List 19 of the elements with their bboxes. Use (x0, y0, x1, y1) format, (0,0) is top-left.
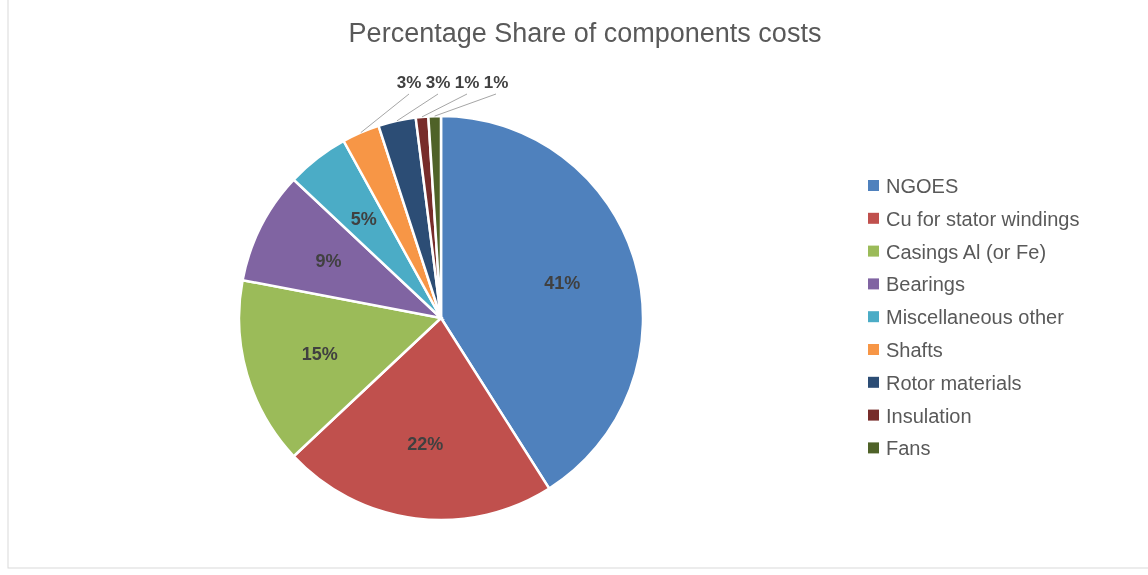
legend-label: NGOES (886, 175, 959, 197)
legend-label: Rotor materials (886, 371, 1022, 394)
legend-label: Fans (886, 437, 931, 460)
data-label: 5% (350, 208, 377, 229)
legend-label: Casings Al (or Fe) (886, 240, 1047, 263)
data-label: 22% (407, 433, 444, 454)
chart-title: Percentage Share of components costs (348, 18, 822, 48)
legend-label: Miscellaneous other (886, 306, 1065, 329)
data-label: 3% (396, 73, 422, 92)
legend-label: Shafts (886, 339, 943, 361)
data-label: 41% (544, 273, 581, 294)
data-label: 9% (315, 250, 342, 271)
data-label: 3% (425, 73, 451, 92)
data-label: 15% (301, 343, 338, 364)
legend-label: Insulation (886, 404, 972, 427)
legend-label: Cu for stator windings (886, 207, 1080, 230)
legend-label: Bearings (886, 273, 965, 296)
data-label: 1% (483, 73, 509, 92)
data-label: 1% (454, 73, 480, 92)
